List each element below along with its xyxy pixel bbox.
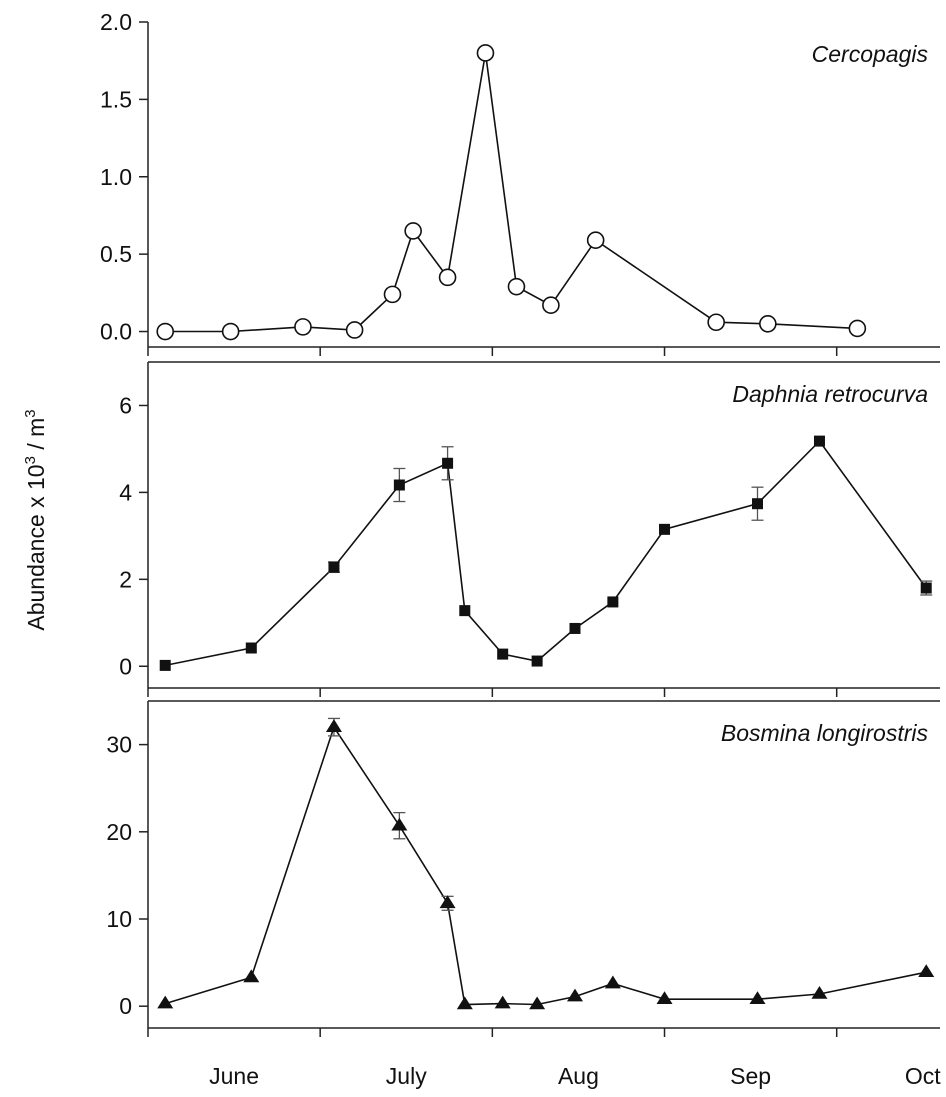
data-point bbox=[476, 44, 495, 62]
data-point bbox=[811, 985, 828, 999]
month-label: Oct bbox=[905, 1063, 941, 1089]
data-point bbox=[221, 322, 240, 341]
panel-0: 0.0 0.5 1.0 1.5 2.0 Cercopagis bbox=[100, 9, 940, 356]
data-point bbox=[749, 991, 766, 1005]
panel-title: Daphnia retrocurva bbox=[732, 381, 928, 407]
data-point bbox=[848, 319, 867, 338]
y-tick-label: 0 bbox=[119, 993, 132, 1019]
data-point bbox=[345, 321, 364, 339]
data-point bbox=[243, 969, 260, 983]
data-point bbox=[759, 314, 777, 333]
data-point bbox=[707, 313, 725, 332]
data-point bbox=[920, 582, 932, 594]
panel-title: Cercopagis bbox=[812, 41, 929, 67]
y-tick-label: 2.0 bbox=[100, 9, 132, 35]
y-tick-label: 1.5 bbox=[100, 86, 132, 112]
data-point bbox=[156, 322, 175, 341]
panels: 0.0 0.5 1.0 1.5 2.0 Cercopagis 0 2 4 6 Daphnia ret… bbox=[100, 9, 940, 1037]
data-point bbox=[531, 655, 543, 667]
data-point bbox=[245, 642, 257, 654]
data-point bbox=[383, 285, 402, 304]
y-tick-label: 0.5 bbox=[100, 241, 132, 267]
data-point bbox=[438, 268, 457, 287]
y-tick-label: 2 bbox=[119, 566, 132, 592]
data-point bbox=[813, 435, 825, 447]
data-point bbox=[569, 622, 581, 634]
data-point bbox=[159, 659, 171, 671]
data-point bbox=[566, 988, 583, 1002]
data-point bbox=[328, 561, 340, 573]
month-label: Sep bbox=[730, 1063, 771, 1089]
panel-2: 0 10 20 30 Bosmina longirostris bbox=[106, 700, 940, 1037]
data-point bbox=[751, 498, 763, 510]
data-point bbox=[325, 719, 342, 732]
y-tick-label: 1.0 bbox=[100, 164, 132, 190]
data-point bbox=[294, 318, 312, 336]
data-point bbox=[656, 991, 673, 1005]
data-point bbox=[604, 975, 621, 989]
series-line bbox=[165, 439, 927, 667]
y-tick-label: 4 bbox=[119, 479, 132, 505]
data-point bbox=[507, 277, 526, 296]
y-tick-label: 0.0 bbox=[100, 319, 132, 345]
series-line bbox=[164, 725, 927, 1006]
month-label: July bbox=[386, 1063, 427, 1089]
data-point bbox=[918, 964, 935, 977]
data-point bbox=[442, 457, 454, 469]
data-point bbox=[439, 895, 456, 909]
data-point bbox=[586, 231, 605, 250]
month-label: Aug bbox=[558, 1063, 599, 1089]
panel-1: 0 2 4 6 Daphnia retrocurva bbox=[119, 361, 940, 697]
data-point bbox=[659, 523, 671, 535]
panel-title: Bosmina longirostris bbox=[721, 720, 929, 746]
month-label: June bbox=[209, 1063, 259, 1089]
data-point bbox=[404, 222, 422, 240]
data-point bbox=[529, 996, 546, 1010]
data-point bbox=[497, 648, 509, 660]
data-point bbox=[157, 995, 174, 1009]
y-axis-label: Abundance x 103 / m3 bbox=[22, 409, 49, 630]
data-point bbox=[494, 995, 511, 1009]
data-point bbox=[393, 479, 405, 491]
x-axis-month-labels: June July Aug Sep Oct bbox=[209, 1063, 941, 1089]
y-tick-label: 30 bbox=[106, 732, 132, 758]
data-point bbox=[607, 596, 619, 608]
y-tick-label: 20 bbox=[106, 819, 132, 845]
y-tick-label: 6 bbox=[119, 392, 132, 418]
data-point bbox=[391, 817, 408, 831]
data-point bbox=[459, 605, 471, 617]
data-point bbox=[542, 296, 560, 315]
y-tick-label: 0 bbox=[119, 653, 132, 679]
y-tick-label: 10 bbox=[106, 906, 132, 932]
data-point bbox=[456, 996, 473, 1010]
